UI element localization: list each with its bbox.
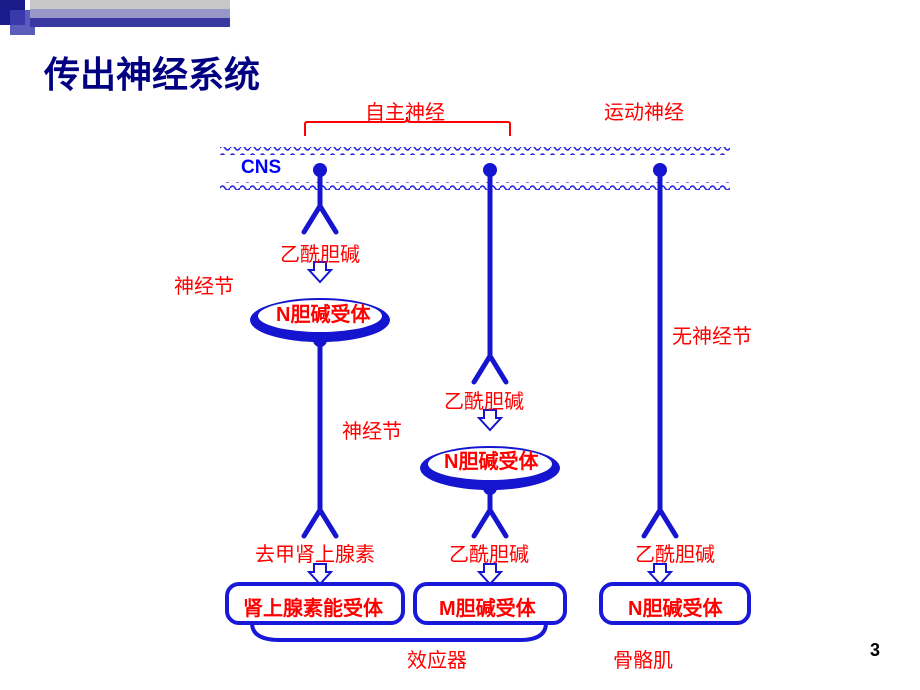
label-ganglion1: 神经节 <box>174 270 234 299</box>
label-m-receptor: M胆碱受体 <box>439 592 536 621</box>
label-adr-receptor: 肾上腺素能受体 <box>243 592 383 621</box>
label-effector: 效应器 <box>407 644 467 673</box>
label-n-receptor3: N胆碱受体 <box>628 592 722 621</box>
label-autonomic: 自主神经 <box>365 96 445 125</box>
label-ach1: 乙酰胆碱 <box>280 238 360 267</box>
label-motor: 运动神经 <box>604 96 684 125</box>
slide-title: 传出神经系统 <box>44 46 260 98</box>
label-ach2: 乙酰胆碱 <box>444 385 524 414</box>
label-n-receptor1: N胆碱受体 <box>276 298 370 327</box>
label-ach3: 乙酰胆碱 <box>449 538 529 567</box>
label-no-ganglion: 无神经节 <box>672 320 752 349</box>
nervous-system-diagram <box>0 0 920 690</box>
label-ne: 去甲肾上腺素 <box>255 538 375 567</box>
corner-decoration <box>0 0 230 42</box>
page-number: 3 <box>870 640 880 661</box>
label-n-receptor2: N胆碱受体 <box>444 445 538 474</box>
label-ganglion2: 神经节 <box>342 415 402 444</box>
label-skeletal: 骨骼肌 <box>613 644 673 673</box>
label-cns: CNS <box>241 157 281 179</box>
label-ach4: 乙酰胆碱 <box>635 538 715 567</box>
